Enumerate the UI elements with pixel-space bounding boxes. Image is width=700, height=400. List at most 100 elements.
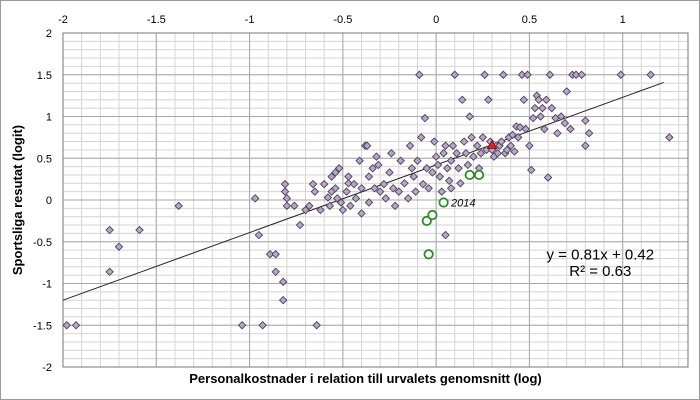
data-point-diamond — [508, 130, 517, 140]
data-point-diamond — [446, 184, 456, 193]
y-tick-label: -1 — [42, 279, 52, 291]
data-point-diamond — [566, 124, 575, 134]
trendline — [62, 81, 664, 301]
data-point-diamond — [472, 141, 482, 150]
x-tick-label: -1 — [245, 14, 255, 26]
data-point-diamond — [379, 179, 389, 189]
data-point-diamond — [543, 173, 553, 182]
y-axis-ticks: 2 1.5 1 0.5 0 -0.5 -1 -1.5 -2 — [33, 28, 52, 374]
data-point-diamond — [454, 164, 463, 173]
data-point-diamond — [467, 133, 476, 142]
data-point-diamond — [387, 149, 396, 158]
data-point-diamond — [616, 70, 626, 79]
data-point-2014 — [464, 169, 475, 181]
data-point-diamond — [528, 113, 538, 123]
x-axis-title: Personalkostnader i relation till urvale… — [189, 371, 542, 386]
data-point-diamond — [346, 201, 355, 211]
data-point-diamond — [556, 112, 566, 121]
data-point-diamond — [431, 152, 441, 161]
data-point-diamond — [415, 70, 424, 79]
data-point-diamond — [396, 156, 405, 165]
data-point-diamond — [506, 141, 515, 150]
data-point-diamond — [334, 164, 344, 173]
data-point-diamond — [174, 201, 183, 211]
annotation-2014: 2014 — [450, 198, 475, 210]
data-point-diamond — [424, 184, 433, 193]
data-point-diamond — [493, 149, 502, 158]
data-point-diamond — [381, 194, 390, 203]
data-point-diamond — [258, 321, 267, 330]
data-point-diamond — [135, 225, 144, 235]
data-point-diamond — [484, 95, 493, 105]
data-point-diamond — [280, 187, 290, 196]
data-point-diamond — [375, 187, 385, 196]
data-point-diamond — [364, 172, 374, 181]
data-point-diamond — [527, 165, 536, 175]
data-point-diamond — [538, 103, 547, 113]
y-tick-label: 1.5 — [37, 70, 52, 82]
data-point-diamond — [521, 124, 530, 134]
data-point-diamond — [510, 147, 519, 156]
data-point-diamond — [646, 70, 655, 79]
data-point-diamond — [368, 164, 377, 173]
y-tick-label: 1 — [46, 112, 52, 124]
data-point-diamond — [278, 295, 288, 305]
data-point-diamond — [336, 198, 346, 207]
data-point-diamond — [344, 179, 353, 188]
data-point-diamond — [385, 168, 394, 177]
data-point-diamond — [338, 205, 348, 215]
data-point-diamond — [357, 209, 366, 218]
data-point-diamond — [478, 133, 488, 142]
data-point-diamond — [374, 160, 383, 170]
data-point-diamond — [290, 201, 299, 211]
data-point-diamond — [458, 95, 467, 105]
data-point-diamond — [459, 137, 469, 146]
data-point-diamond — [333, 194, 342, 203]
x-axis-ticks: -2 -1.5 -1 -0.5 0 0.5 1 — [58, 14, 626, 26]
x-tick-label: 1 — [620, 14, 626, 26]
data-point-diamond — [513, 133, 523, 142]
data-point-diamond — [325, 201, 335, 211]
data-point-diamond — [355, 156, 364, 165]
data-point-diamond — [319, 179, 329, 189]
y-axis-title: Sportsliga resutat (logit) — [10, 125, 25, 275]
data-point-diamond — [497, 137, 506, 146]
data-point-diamond — [114, 242, 124, 251]
data-point-diamond — [530, 103, 540, 113]
data-point-diamond — [433, 160, 443, 170]
data-point-diamond — [430, 137, 439, 146]
data-point-diamond — [523, 70, 532, 79]
data-point-diamond — [480, 70, 489, 79]
data-point-diamond — [323, 193, 333, 202]
data-point-diamond — [62, 321, 71, 330]
data-point-diamond — [388, 184, 398, 193]
data-point-diamond — [394, 187, 404, 196]
data-point-diamond — [409, 172, 418, 181]
data-point-diamond — [405, 141, 415, 150]
data-point-diamond — [444, 176, 454, 186]
y-tick-label: -1.5 — [33, 320, 52, 332]
data-point-diamond — [547, 103, 557, 113]
data-point-diamond — [282, 201, 292, 211]
data-point-diamond — [476, 149, 486, 158]
x-tick-label: -1.5 — [147, 14, 166, 26]
data-point-diamond — [536, 112, 545, 121]
data-point-diamond — [581, 116, 590, 125]
data-point-diamond — [515, 123, 525, 132]
data-point-diamond — [450, 70, 460, 79]
data-point-diamond — [541, 95, 551, 105]
data-point-diamond — [331, 184, 340, 193]
data-point-diamond — [349, 179, 359, 189]
data-point-diamond — [461, 149, 471, 158]
data-point-diamond — [310, 187, 320, 196]
data-point-diamond — [390, 201, 400, 211]
data-point-diamond — [439, 149, 448, 158]
data-point-diamond — [448, 141, 458, 150]
data-point-diamond — [280, 179, 290, 189]
data-point-diamond — [278, 277, 288, 287]
data-point-diamond — [465, 112, 474, 121]
data-point-diamond — [441, 141, 450, 150]
data-point-diamond — [305, 201, 314, 211]
y-tick-label: -0.5 — [33, 237, 52, 249]
